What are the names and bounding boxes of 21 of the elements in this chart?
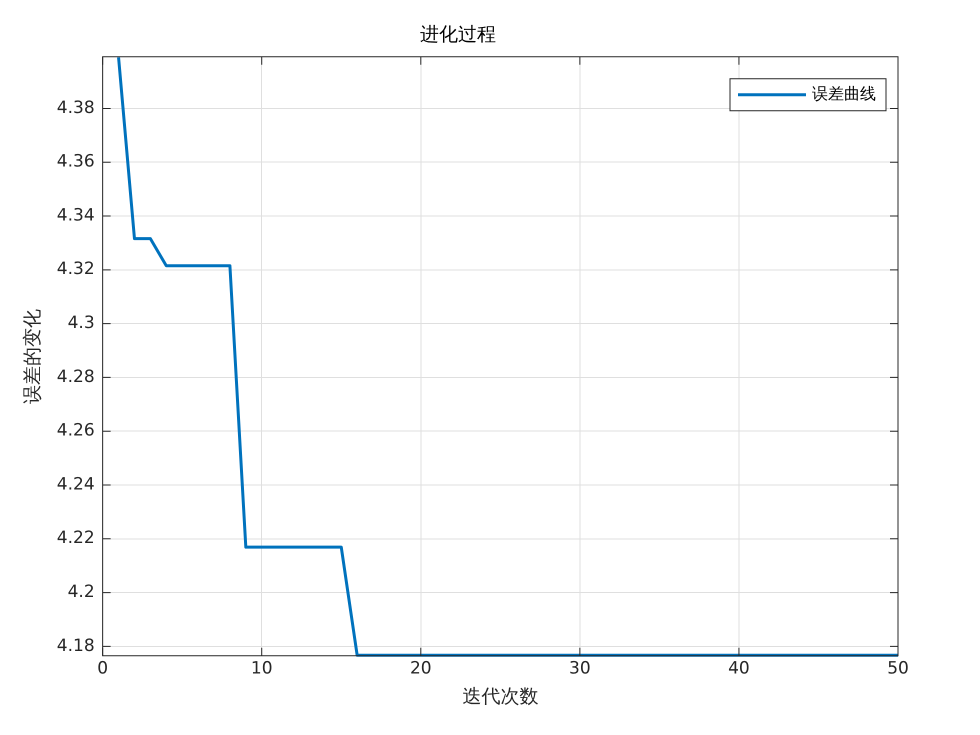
y-tick-label: 4.3 (68, 313, 95, 334)
x-tick-label: 30 (569, 658, 591, 678)
y-tick-label: 4.2 (68, 582, 95, 602)
y-tick-label: 4.38 (56, 98, 95, 118)
x-tick-label: 10 (250, 658, 273, 678)
x-tick-label: 40 (728, 658, 750, 678)
y-tick-label: 4.32 (56, 259, 95, 280)
chart-title: 进化过程 (420, 23, 496, 46)
y-axis-title: 误差的变化 (21, 308, 44, 404)
y-tick-label: 4.28 (56, 366, 95, 387)
y-tick-label: 4.36 (56, 152, 95, 172)
y-tick-label: 4.18 (56, 636, 95, 656)
y-tick-label: 4.24 (56, 474, 95, 494)
x-axis-title: 迭代次数 (462, 686, 538, 708)
x-tick-label: 50 (887, 658, 909, 678)
y-tick-label: 4.26 (56, 420, 95, 441)
x-tick-label: 0 (97, 658, 108, 678)
y-tick-label: 4.22 (56, 528, 95, 548)
legend-label: 误差曲线 (812, 84, 876, 103)
y-tick-label: 4.34 (56, 205, 95, 226)
x-tick-label: 20 (410, 658, 432, 678)
